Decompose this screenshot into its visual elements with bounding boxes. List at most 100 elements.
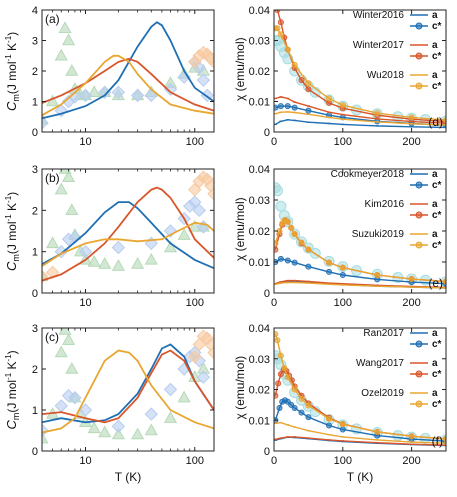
y-tick-label: 0 <box>264 288 270 300</box>
y-tick-label: 0.04 <box>249 323 270 335</box>
series-line <box>42 57 214 112</box>
legend-swatch-marker <box>415 82 423 90</box>
data-point <box>54 345 68 358</box>
series-point <box>291 259 298 266</box>
x-tick-label: 200 <box>402 455 420 467</box>
series-line <box>275 436 446 446</box>
data-point <box>207 345 214 360</box>
panel-label: (b) <box>45 171 60 185</box>
y-tick-label: 0.04 <box>249 164 270 176</box>
series-point <box>305 86 312 93</box>
legend-group-label: Ozel2019 <box>361 388 404 399</box>
series-point <box>408 114 415 121</box>
y-axis-label-part: C <box>4 261 19 271</box>
y-axis-label-part: ) <box>5 350 19 354</box>
series-point <box>274 392 279 399</box>
x-tick-label: 200 <box>402 297 420 309</box>
legend-sub-label: c* <box>432 21 442 32</box>
series-point <box>326 422 333 429</box>
y-axis-label: Cm(J mol-1 K-1) <box>4 192 21 271</box>
y-axis-label-part: -1 <box>4 214 13 222</box>
data-point <box>87 85 101 98</box>
legend-swatch-marker <box>415 340 423 348</box>
data-point <box>62 333 76 345</box>
data-point <box>98 425 112 438</box>
y-axis-label-part: K <box>5 203 19 214</box>
legend-group-label: Wu2018 <box>367 70 405 81</box>
y-tick-label: 0.02 <box>249 66 270 78</box>
series-line <box>42 349 214 434</box>
legend-group-label: Wang2017 <box>356 358 404 369</box>
y-tick-label: 1 <box>32 405 38 417</box>
series-point <box>298 395 305 402</box>
y-axis-label-part: -1 <box>4 354 13 362</box>
series-point <box>284 257 291 264</box>
series-line <box>275 111 446 126</box>
data-point <box>130 88 145 103</box>
legend-sub-label: a <box>432 229 438 240</box>
series-line <box>42 54 214 116</box>
y-axis-label: χ (emu/mol) <box>233 37 247 101</box>
panel-plot-area <box>42 328 214 444</box>
y-axis-label-part: -1 <box>4 54 13 62</box>
series-point <box>274 104 279 111</box>
legend-sub-label: c* <box>432 369 442 380</box>
series-point <box>326 259 333 266</box>
series-line <box>275 119 446 129</box>
series-point <box>291 61 298 68</box>
data-point <box>111 427 125 440</box>
y-tick-label: 2 <box>32 66 38 78</box>
series-point <box>305 263 312 270</box>
series-point <box>275 380 282 387</box>
series-line <box>275 96 446 124</box>
legend-group-label: Winter2017 <box>353 40 405 51</box>
series-point <box>288 224 295 231</box>
legend-sub-label: c* <box>432 210 442 221</box>
x-tick-label: 10 <box>79 136 91 148</box>
series-point <box>284 103 291 110</box>
series-point <box>339 421 346 428</box>
panel-label: (d) <box>428 115 443 129</box>
y-tick-label: 0.04 <box>249 5 270 17</box>
series-point <box>305 107 312 114</box>
x-tick-label: 10 <box>79 297 91 309</box>
data-point <box>68 390 82 405</box>
y-axis-label: χ (emu/mol) <box>233 197 247 261</box>
series-point <box>284 46 291 53</box>
series-point <box>277 352 284 359</box>
legend-swatch-marker <box>415 181 423 189</box>
series-line <box>275 258 446 285</box>
x-tick-label: 100 <box>334 136 352 148</box>
panel-label: (a) <box>45 12 60 26</box>
series-point <box>284 218 291 225</box>
data-point <box>65 361 79 374</box>
legend-sub-label: a <box>432 169 438 180</box>
series-point <box>408 433 415 440</box>
data-point <box>62 170 76 182</box>
legend-group-label: Cookmeyer2018 <box>331 169 405 180</box>
legend-group-label: Kim2016 <box>365 199 405 210</box>
series-point <box>281 364 288 371</box>
series-point <box>291 104 298 111</box>
data-point <box>111 240 126 255</box>
data-point <box>42 423 49 438</box>
x-axis-label: T (K) <box>115 470 141 484</box>
data-point <box>65 203 79 216</box>
panel-plot-area <box>42 169 214 284</box>
y-axis-label-part: (J mol <box>5 380 19 413</box>
legend-sub-label: a <box>432 10 438 21</box>
data-point <box>78 403 93 417</box>
series-point <box>274 337 281 344</box>
legend-sub-label: a <box>432 40 438 51</box>
data-point <box>188 349 202 364</box>
data-point <box>163 411 178 423</box>
series-point <box>284 374 291 381</box>
y-axis-label-part: C <box>4 101 19 111</box>
series-line <box>42 201 214 270</box>
panel-plot-area <box>274 10 446 129</box>
y-axis-label-part: K <box>5 361 19 372</box>
x-tick-label: 0 <box>271 455 277 467</box>
x-tick-label: 100 <box>186 297 204 309</box>
data-point <box>163 224 178 238</box>
y-axis-label-part: ) <box>5 192 19 196</box>
